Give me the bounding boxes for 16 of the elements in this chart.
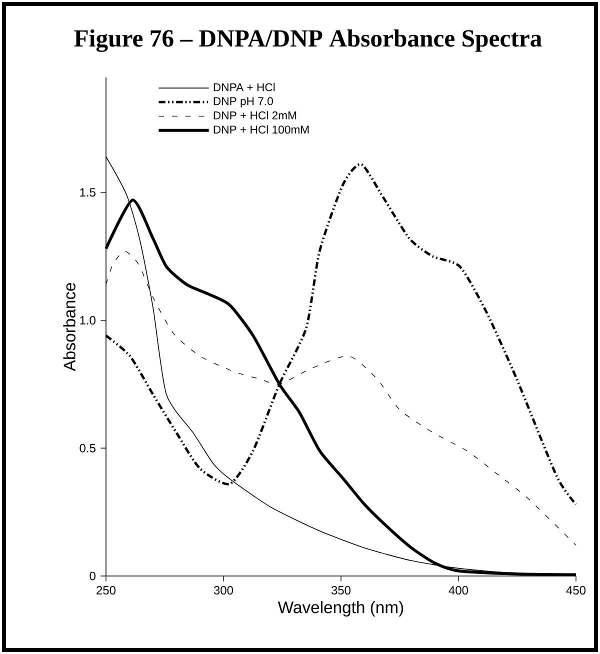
y-axis-title: Absorbance — [63, 282, 76, 372]
x-axis-title: Wavelength (nm) — [278, 601, 404, 617]
y-tick-label: 1.0 — [80, 316, 96, 325]
x-tick-label: 400 — [448, 586, 468, 595]
y-tick-label: 1.5 — [80, 188, 96, 197]
chart-title: Figure 76 – DNPA/DNP Absorbance Spectra — [74, 29, 542, 52]
x-tick-label: 450 — [566, 586, 586, 595]
x-tick-label: 300 — [214, 586, 234, 595]
legend-label: DNPA + HCl — [214, 82, 275, 92]
legend-label: DNP + HCl 2mM — [214, 111, 296, 120]
legend-label: DNP + HCl 100mM — [214, 125, 309, 134]
y-tick-label: 0.5 — [80, 444, 96, 452]
legend-label: DNP pH 7.0 — [214, 97, 273, 108]
x-tick-label: 350 — [331, 586, 351, 595]
y-tick-label: 0 — [90, 572, 96, 580]
x-tick-label: 250 — [96, 586, 116, 595]
